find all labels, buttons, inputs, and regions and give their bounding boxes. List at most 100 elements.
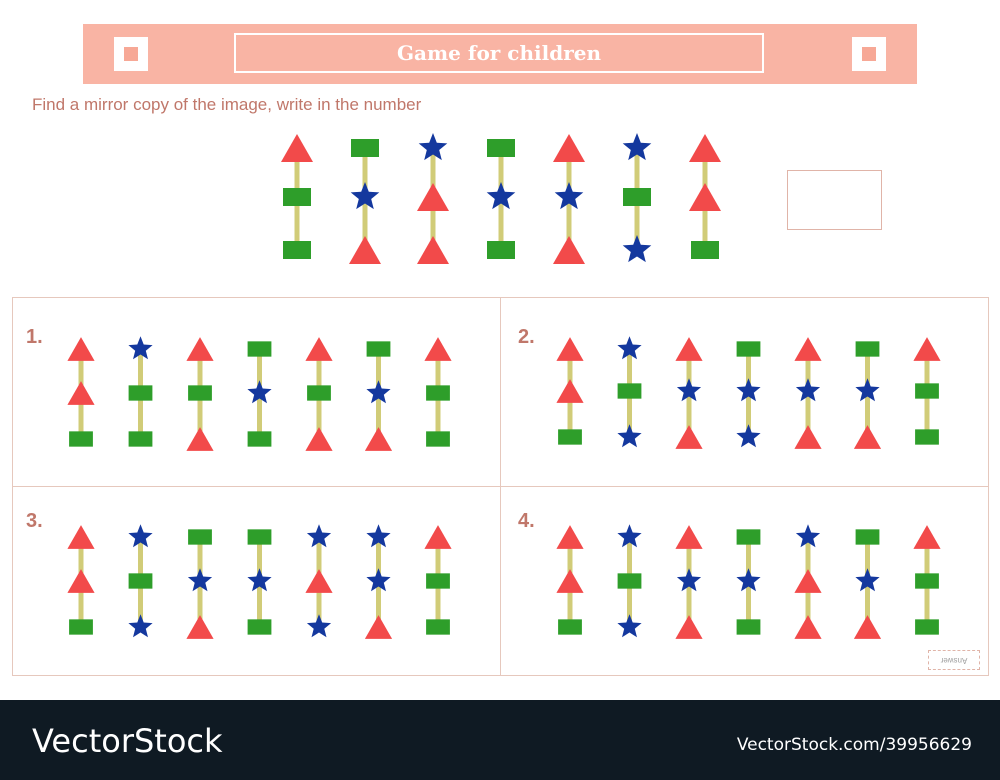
reference-triangle-3-2 — [417, 183, 449, 211]
option-3-star-6-1 — [366, 524, 391, 548]
reference-column-6 — [622, 133, 652, 263]
option-2-square-6-1 — [855, 341, 880, 357]
option-number-3: 3. — [26, 510, 43, 532]
reference-square-2-1 — [351, 139, 379, 157]
reference-triangle-2-3 — [349, 236, 381, 264]
option-2-star-2-1 — [617, 336, 642, 360]
figures-canvas — [67, 133, 941, 639]
option-3-column-5 — [305, 524, 333, 638]
footer-image-id: VectorStock.com/39956629 — [736, 735, 972, 755]
option-2-triangle-3-1 — [675, 337, 703, 361]
option-3-star-2-1 — [128, 524, 153, 548]
option-2-triangle-7-1 — [913, 337, 941, 361]
option-2-triangle-6-3 — [853, 425, 882, 449]
option-4-column-2 — [617, 524, 642, 638]
option-4-square-1-3 — [558, 619, 582, 635]
option-4-star-5-1 — [795, 524, 821, 548]
option-2-square-1-3 — [558, 429, 582, 445]
option-1-square-5-2 — [307, 385, 331, 401]
reference-star-6-3 — [622, 235, 652, 263]
option-3-column-3 — [186, 529, 214, 639]
option-2-star-3-2 — [676, 378, 702, 402]
option-2-star-2-3 — [617, 424, 642, 448]
option-2-triangle-5-3 — [794, 425, 822, 449]
option-4-square-7-3 — [915, 619, 939, 635]
option-2-column-7 — [913, 337, 941, 445]
option-3-star-2-3 — [128, 614, 153, 638]
option-1-column-7 — [424, 337, 452, 447]
option-2-star-6-2 — [855, 378, 880, 402]
option-1-square-3-2 — [188, 385, 212, 401]
option-1-square-4-3 — [247, 431, 272, 447]
option-4-square-6-1 — [855, 529, 880, 545]
option-4-column-1 — [556, 525, 584, 635]
option-4-column-3 — [675, 525, 703, 639]
option-1-triangle-1-2 — [67, 381, 95, 405]
option-4-square-4-1 — [736, 529, 761, 545]
option-4-triangle-6-3 — [853, 615, 882, 639]
reference-square-7-3 — [691, 241, 719, 259]
option-3-star-3-2 — [187, 568, 213, 592]
option-1-square-2-3 — [128, 431, 153, 447]
option-4-column-7 — [913, 525, 941, 635]
option-3-triangle-1-2 — [67, 569, 95, 593]
reference-column-2 — [349, 139, 381, 264]
option-2-square-7-2 — [915, 383, 939, 399]
option-2-triangle-1-1 — [556, 337, 584, 361]
reference-triangle-5-1 — [553, 134, 585, 162]
option-2-column-5 — [794, 337, 822, 449]
option-4-star-2-3 — [617, 614, 642, 638]
instruction-text: Find a mirror copy of the image, write i… — [32, 95, 422, 114]
header-square-left-icon — [114, 37, 148, 71]
header-banner: Game for children — [83, 24, 917, 84]
reference-square-4-3 — [487, 241, 515, 259]
header-title-box: Game for children — [234, 33, 764, 73]
option-2-star-4-2 — [736, 378, 761, 402]
option-number-2: 2. — [518, 326, 535, 348]
option-1-square-4-1 — [247, 341, 272, 357]
option-4-triangle-7-1 — [913, 525, 941, 549]
option-3-triangle-3-3 — [186, 615, 214, 639]
option-1-column-4 — [247, 341, 272, 447]
reference-column-3 — [417, 133, 449, 264]
reference-triangle-3-3 — [417, 236, 449, 264]
option-4-triangle-1-2 — [556, 569, 584, 593]
answer-input-box[interactable] — [787, 170, 882, 230]
reference-column-1 — [281, 134, 313, 259]
option-4-star-2-1 — [617, 524, 642, 548]
option-3-column-6 — [364, 524, 393, 639]
option-4-star-3-2 — [676, 568, 702, 592]
reference-star-5-2 — [554, 182, 584, 210]
option-3-column-4 — [247, 529, 272, 635]
reference-triangle-1-1 — [281, 134, 313, 162]
option-1-column-2 — [128, 336, 153, 447]
option-1-square-6-1 — [366, 341, 391, 357]
header-square-right-icon — [852, 37, 886, 71]
option-2-column-2 — [617, 336, 642, 448]
option-1-column-5 — [305, 337, 333, 451]
option-1-triangle-7-1 — [424, 337, 452, 361]
option-1-triangle-5-3 — [305, 427, 333, 451]
option-3-star-5-3 — [306, 614, 332, 638]
option-4-star-4-2 — [736, 568, 761, 592]
option-3-triangle-7-1 — [424, 525, 452, 549]
option-4-column-5 — [794, 524, 822, 639]
reference-column-4 — [486, 139, 516, 259]
footer-bar: VectorStock VectorStock.com/39956629 — [0, 700, 1000, 780]
option-4-triangle-1-1 — [556, 525, 584, 549]
grid-left-line — [12, 297, 13, 675]
reference-triangle-5-3 — [553, 236, 585, 264]
reference-star-4-2 — [486, 182, 516, 210]
option-1-column-1 — [67, 337, 95, 447]
answer-stamp: Answer — [928, 650, 980, 670]
option-1-triangle-6-3 — [364, 427, 393, 451]
option-number-4: 4. — [518, 510, 535, 532]
option-2-square-7-3 — [915, 429, 939, 445]
option-3-star-4-2 — [247, 568, 272, 592]
grid-center-line — [500, 297, 501, 675]
option-2-square-2-2 — [617, 383, 642, 399]
option-4-star-6-2 — [855, 568, 880, 592]
grid-right-line — [988, 297, 989, 675]
option-2-star-5-2 — [795, 378, 821, 402]
option-2-square-4-1 — [736, 341, 761, 357]
